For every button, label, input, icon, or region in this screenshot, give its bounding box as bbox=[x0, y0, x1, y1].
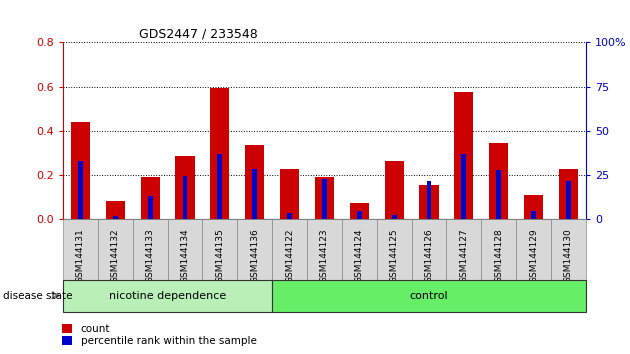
Bar bbox=[559, 169, 578, 219]
Bar bbox=[113, 216, 118, 219]
FancyBboxPatch shape bbox=[133, 219, 168, 280]
Text: GSM144132: GSM144132 bbox=[111, 229, 120, 283]
Bar bbox=[524, 195, 543, 219]
Text: GSM144126: GSM144126 bbox=[425, 229, 433, 283]
Bar bbox=[148, 196, 152, 219]
Text: GSM144135: GSM144135 bbox=[215, 229, 224, 283]
FancyBboxPatch shape bbox=[63, 280, 272, 312]
FancyBboxPatch shape bbox=[447, 219, 481, 280]
Bar bbox=[140, 177, 160, 219]
FancyBboxPatch shape bbox=[98, 219, 133, 280]
FancyBboxPatch shape bbox=[411, 219, 447, 280]
FancyBboxPatch shape bbox=[168, 219, 202, 280]
FancyBboxPatch shape bbox=[516, 219, 551, 280]
Bar bbox=[496, 170, 501, 219]
Text: GSM144127: GSM144127 bbox=[459, 229, 468, 283]
Text: GSM144134: GSM144134 bbox=[181, 229, 190, 283]
Text: GSM144122: GSM144122 bbox=[285, 229, 294, 283]
Legend: count, percentile rank within the sample: count, percentile rank within the sample bbox=[62, 324, 256, 347]
Text: nicotine dependence: nicotine dependence bbox=[109, 291, 226, 301]
Text: GSM144124: GSM144124 bbox=[355, 229, 364, 283]
Bar bbox=[531, 211, 536, 219]
Bar bbox=[217, 154, 222, 219]
Bar bbox=[315, 177, 334, 219]
Bar bbox=[71, 122, 90, 219]
Bar bbox=[287, 213, 292, 219]
Text: GSM144131: GSM144131 bbox=[76, 229, 85, 283]
FancyBboxPatch shape bbox=[342, 219, 377, 280]
Bar bbox=[454, 92, 474, 219]
FancyBboxPatch shape bbox=[307, 219, 342, 280]
Text: GSM144129: GSM144129 bbox=[529, 229, 538, 283]
Bar bbox=[210, 88, 229, 219]
Text: GDS2447 / 233548: GDS2447 / 233548 bbox=[139, 28, 257, 41]
Bar bbox=[384, 161, 404, 219]
FancyBboxPatch shape bbox=[272, 280, 586, 312]
Text: control: control bbox=[410, 291, 449, 301]
Text: GSM144133: GSM144133 bbox=[146, 229, 154, 283]
Text: GSM144128: GSM144128 bbox=[495, 229, 503, 283]
Bar bbox=[280, 169, 299, 219]
FancyBboxPatch shape bbox=[63, 219, 98, 280]
Text: disease state: disease state bbox=[3, 291, 72, 301]
Bar bbox=[183, 176, 187, 219]
Bar bbox=[392, 215, 396, 219]
Bar bbox=[175, 156, 195, 219]
Bar bbox=[566, 181, 571, 219]
Bar bbox=[78, 161, 83, 219]
Bar bbox=[357, 211, 362, 219]
Bar bbox=[253, 169, 257, 219]
Bar bbox=[489, 143, 508, 219]
Bar bbox=[420, 185, 438, 219]
Text: GSM144123: GSM144123 bbox=[320, 229, 329, 283]
Bar bbox=[427, 181, 432, 219]
Bar bbox=[350, 203, 369, 219]
Text: GSM144136: GSM144136 bbox=[250, 229, 259, 283]
FancyBboxPatch shape bbox=[202, 219, 238, 280]
FancyBboxPatch shape bbox=[377, 219, 411, 280]
FancyBboxPatch shape bbox=[238, 219, 272, 280]
Bar bbox=[322, 178, 327, 219]
Bar bbox=[462, 154, 466, 219]
FancyBboxPatch shape bbox=[272, 219, 307, 280]
FancyBboxPatch shape bbox=[551, 219, 586, 280]
FancyBboxPatch shape bbox=[481, 219, 516, 280]
Bar bbox=[245, 145, 265, 219]
Text: GSM144130: GSM144130 bbox=[564, 229, 573, 283]
Bar bbox=[106, 201, 125, 219]
Text: GSM144125: GSM144125 bbox=[390, 229, 399, 283]
